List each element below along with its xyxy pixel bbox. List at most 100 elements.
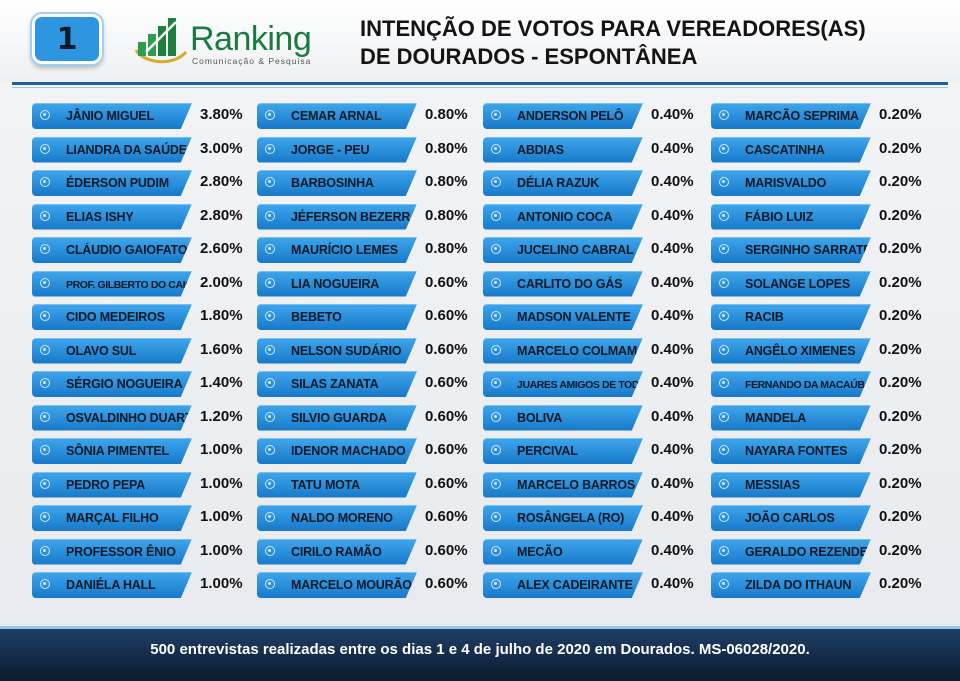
candidate-percentage: 1.00%	[200, 441, 243, 458]
target-circle-icon	[40, 445, 50, 455]
target-circle-icon	[719, 277, 729, 288]
target-circle-icon	[719, 311, 729, 321]
candidate-row: ZILDA DO ITHAUN 0.20%	[711, 570, 933, 604]
candidate-row: PEDRO PEPA 1.00%	[32, 470, 254, 504]
target-circle-icon	[40, 244, 50, 254]
target-circle-icon	[719, 579, 729, 589]
candidate-percentage: 0.60%	[425, 340, 468, 358]
candidate-row: RACIB 0.20%	[711, 302, 933, 336]
candidate-row: LIANDRA DA SAÚDE 3.00%	[32, 135, 254, 169]
candidate-row: DANIÉLA HALL 1.00%	[32, 570, 254, 604]
candidate-row: ROSÂNGELA (RO) 0.40%	[483, 503, 705, 537]
candidate-percentage: 0.40%	[651, 139, 694, 157]
target-circle-icon	[719, 143, 729, 154]
candidate-row: CLÁUDIO GAIOFATO 2.60%	[32, 235, 254, 269]
candidate-name-bar: ABDIAS	[483, 136, 643, 163]
candidate-name: JÉFERSON BEZERRA	[291, 209, 415, 224]
target-circle-icon	[265, 545, 275, 556]
candidate-name: TATU MOTA	[291, 477, 361, 492]
candidate-percentage: 0.40%	[651, 273, 694, 291]
candidate-name: MARISVALDO	[745, 176, 827, 190]
title-line-1: INTENÇÃO DE VOTOS PARA VEREADORES(AS)	[360, 16, 866, 41]
target-circle-icon	[40, 478, 50, 489]
candidate-row: SERGINHO SARRATE 0.20%	[711, 235, 933, 269]
candidate-percentage: 1.00%	[200, 508, 243, 525]
candidate-row: OLAVO SUL 1.60%	[32, 336, 254, 370]
candidate-percentage: 0.20%	[879, 307, 922, 324]
target-circle-icon	[265, 344, 275, 355]
candidate-row: BEBETO 0.60%	[257, 302, 479, 336]
candidate-percentage: 2.80%	[200, 173, 243, 190]
candidate-name: MARCELO MOURÃO	[291, 578, 412, 592]
bar-chart-logo-icon	[134, 18, 188, 64]
candidate-percentage: 1.40%	[200, 374, 243, 391]
ranking-logo: Ranking Comunicação & Pesquisa	[132, 12, 332, 68]
candidate-name: CLÁUDIO GAIOFATO	[66, 243, 188, 257]
candidate-name-bar: SERGINHO SARRATE	[711, 237, 871, 263]
candidate-name-bar: MARÇAL FILHO	[32, 505, 192, 531]
target-circle-icon	[491, 177, 501, 187]
candidate-name: MARCELO COLMAM	[517, 343, 638, 358]
candidate-percentage: 0.20%	[879, 273, 922, 291]
candidate-name-bar: MECÃO	[483, 538, 643, 565]
footer-note: 500 entrevistas realizadas entre os dias…	[150, 641, 810, 658]
candidate-name-bar: JORGE - PEU	[257, 136, 417, 163]
candidate-name-bar: DANIÉLA HALL	[32, 572, 192, 598]
target-circle-icon	[40, 311, 50, 321]
candidate-percentage: 2.00%	[200, 273, 243, 291]
candidate-row: JÂNIO MIGUEL 3.80%	[32, 101, 254, 135]
target-circle-icon	[265, 177, 275, 187]
candidate-percentage: 2.80%	[200, 206, 243, 224]
candidate-row: FERNANDO DA MACAÚBA 0.20%	[711, 369, 933, 403]
target-circle-icon	[491, 378, 501, 388]
target-circle-icon	[719, 378, 729, 388]
candidate-row: MARCELO COLMAM 0.40%	[483, 336, 705, 370]
candidate-row: MECÃO 0.40%	[483, 537, 705, 571]
candidate-percentage: 0.60%	[425, 407, 468, 425]
target-circle-icon	[719, 344, 729, 355]
candidate-row: FÁBIO LUIZ 0.20%	[711, 202, 933, 236]
candidate-percentage: 0.40%	[651, 206, 694, 224]
candidate-row: SILAS ZANATA 0.60%	[257, 369, 479, 403]
candidate-name-bar: PROF. GILBERTO DO CAIC	[32, 270, 192, 297]
candidate-percentage: 0.60%	[425, 541, 468, 559]
candidate-percentage: 0.20%	[879, 374, 922, 391]
target-circle-icon	[265, 512, 275, 522]
candidate-percentage: 1.00%	[200, 474, 243, 492]
candidate-name-bar: SÉRGIO NOGUEIRA	[32, 371, 192, 397]
target-circle-icon	[491, 344, 501, 355]
candidate-name-bar: MARCELO COLMAM	[483, 337, 643, 364]
candidate-row: MAURÍCIO LEMES 0.80%	[257, 235, 479, 269]
candidate-name: JOÃO CARLOS	[745, 511, 835, 525]
candidate-name: ZILDA DO ITHAUN	[745, 578, 852, 592]
candidate-row: DÉLIA RAZUK 0.40%	[483, 168, 705, 202]
candidate-percentage: 3.80%	[200, 106, 243, 123]
target-circle-icon	[491, 311, 501, 321]
candidate-name: SÉRGIO NOGUEIRA	[66, 377, 183, 391]
candidate-name-bar: NELSON SUDÁRIO	[257, 337, 417, 364]
candidate-name-bar: ALEX CADEIRANTE	[483, 572, 643, 598]
candidate-row: MARCELO BARROS 0.40%	[483, 470, 705, 504]
target-circle-icon	[265, 210, 275, 221]
target-circle-icon	[491, 445, 501, 455]
header-divider-thin	[12, 87, 948, 88]
candidate-percentage: 2.60%	[200, 240, 243, 257]
candidate-name: MARCELO BARROS	[517, 477, 636, 492]
candidate-percentage: 0.20%	[879, 575, 922, 592]
candidate-percentage: 0.80%	[425, 240, 468, 257]
candidate-name-bar: MESSIAS	[711, 471, 871, 498]
target-circle-icon	[491, 244, 501, 254]
candidate-name: LIANDRA DA SAÚDE	[66, 142, 187, 157]
candidate-name-bar: ANDERSON PELÔ	[483, 103, 643, 129]
candidate-percentage: 0.80%	[425, 206, 468, 224]
target-circle-icon	[40, 143, 50, 154]
candidate-name-bar: ANGÊLO XIMENES	[711, 337, 871, 364]
candidate-name: IDENOR MACHADO	[291, 444, 406, 458]
candidate-row: NELSON SUDÁRIO 0.60%	[257, 336, 479, 370]
candidate-percentage: 0.40%	[651, 106, 694, 123]
candidate-row: PROF. GILBERTO DO CAIC 2.00%	[32, 269, 254, 303]
candidate-name: FÁBIO LUIZ	[745, 209, 814, 224]
candidate-percentage: 1.00%	[200, 541, 243, 559]
candidate-name: MARÇAL FILHO	[66, 511, 159, 525]
candidate-name: CIRILO RAMÃO	[291, 544, 382, 559]
